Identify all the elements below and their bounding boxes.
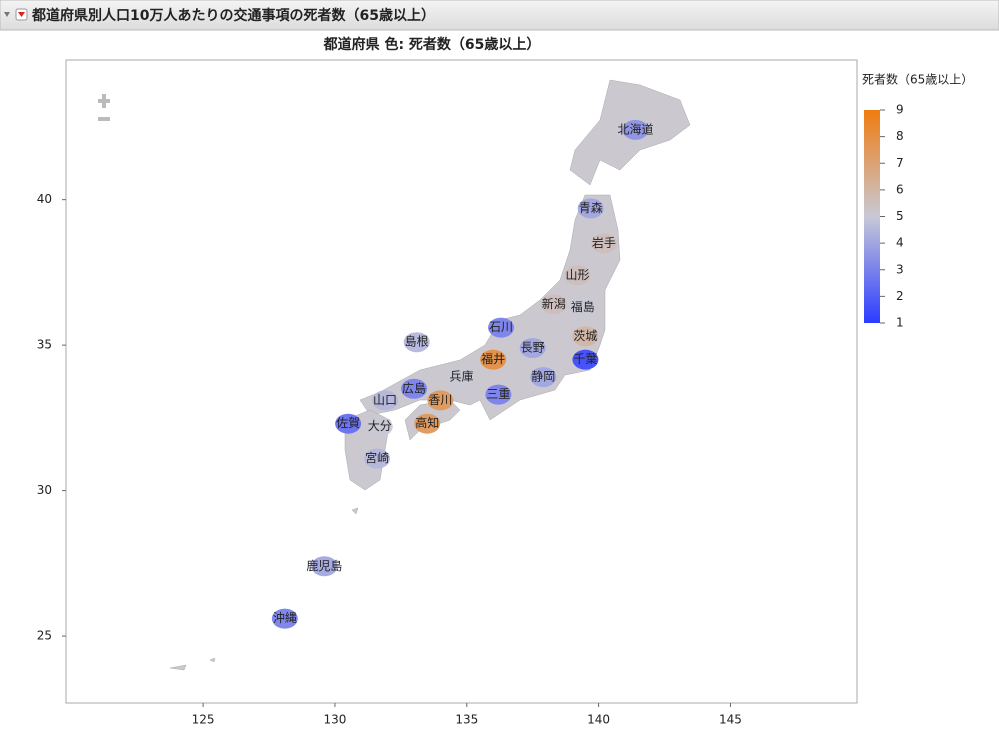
y-tick-label: 25: [37, 629, 52, 643]
region: [364, 448, 391, 469]
region-label: 大分: [368, 419, 392, 433]
color-tick-label: 8: [896, 129, 904, 143]
color-tick-label: 9: [896, 103, 904, 117]
color-tick-label: 1: [896, 316, 904, 330]
region: [519, 338, 546, 359]
region-label: 石川: [489, 320, 513, 334]
region-label: 島根: [405, 334, 429, 349]
region: [372, 390, 399, 411]
region-label: 沖縄: [273, 610, 297, 625]
region: [485, 384, 512, 405]
color-tick-label: 6: [896, 182, 904, 196]
region: [572, 326, 599, 347]
region: [590, 233, 617, 254]
x-tick-label: 140: [587, 713, 610, 727]
region-label: 青森: [579, 200, 603, 215]
color-tick-label: 2: [896, 289, 904, 303]
region: [480, 349, 507, 370]
region: [622, 119, 649, 140]
region-label: 三重: [486, 387, 510, 401]
zoom-controls: [98, 94, 110, 121]
legend-title: 死者数（65歳以上）: [862, 72, 973, 87]
region-label: 千葉: [573, 352, 597, 366]
disclosure-icon[interactable]: [4, 12, 10, 17]
x-tick-label: 145: [719, 713, 742, 727]
region-label: 山口: [373, 393, 397, 407]
region-label: 香川: [428, 393, 452, 407]
region-label: 福島: [571, 299, 595, 314]
region: [448, 367, 475, 388]
region-label: 山形: [566, 268, 590, 282]
color-tick-label: 4: [896, 236, 904, 250]
region: [530, 367, 557, 388]
color-tick-label: 5: [896, 209, 904, 223]
region: [335, 413, 362, 434]
region: [311, 556, 338, 577]
region: [427, 390, 454, 411]
color-bar: [864, 110, 880, 323]
region-label: 北海道: [618, 121, 654, 136]
region-label: 佐賀: [336, 416, 360, 430]
color-tick-label: 7: [896, 156, 904, 170]
zoom-out[interactable]: [98, 117, 110, 121]
region-label: 宮崎: [365, 450, 389, 465]
region: [564, 265, 591, 286]
y-tick-label: 35: [37, 338, 52, 352]
region: [540, 294, 567, 315]
x-tick-label: 135: [455, 713, 478, 727]
menu-icon: [18, 12, 25, 17]
region-label: 静岡: [531, 370, 555, 384]
chart-title: 都道府県 色: 死者数（65歳以上）: [323, 36, 541, 53]
report-title: 都道府県別人口10万人あたりの交通事項の死者数（65歳以上）: [31, 7, 435, 24]
region: [271, 608, 298, 629]
region-label: 福井: [481, 351, 505, 366]
region-label: 鹿児島: [306, 558, 342, 573]
region: [577, 198, 604, 219]
region: [572, 349, 599, 370]
region-label: 兵庫: [449, 370, 473, 384]
region-label: 岩手: [592, 235, 616, 250]
x-tick-label: 125: [192, 713, 215, 727]
region-label: 新潟: [542, 296, 566, 311]
region-label: 茨城: [573, 329, 597, 343]
x-tick-label: 130: [323, 713, 346, 727]
region: [414, 413, 441, 434]
zoom-in[interactable]: [98, 94, 110, 108]
region: [366, 416, 393, 437]
title-bar: [0, 0, 999, 31]
region-label: 高知: [415, 415, 439, 430]
color-tick-label: 3: [896, 262, 904, 276]
region: [569, 297, 596, 318]
region: [403, 332, 430, 353]
region: [488, 317, 515, 338]
y-tick-label: 30: [37, 483, 52, 497]
region: [401, 378, 428, 399]
region-label: 広島: [402, 380, 426, 395]
region-label: 長野: [521, 341, 545, 355]
y-tick-label: 40: [37, 192, 52, 206]
